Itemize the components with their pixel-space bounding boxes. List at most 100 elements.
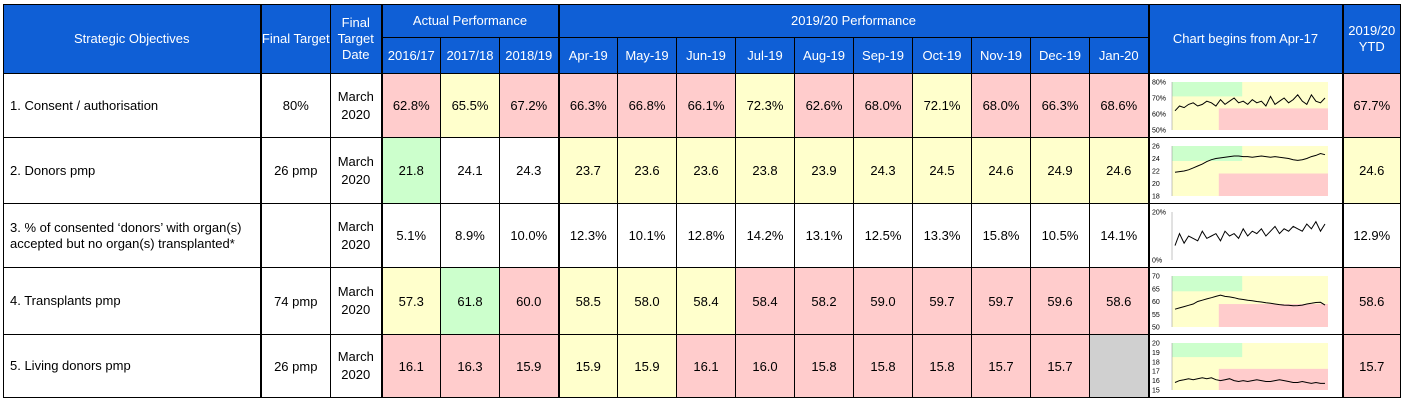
header-month: Jul-19 <box>735 37 795 74</box>
monthly-value-cell: 23.8 <box>735 137 795 204</box>
ytd-value-cell: 15.7 <box>1342 334 1401 398</box>
sparkline-chart: 70 65 60 55 50 <box>1152 273 1328 331</box>
sparkline-tick-label: 60% <box>1152 111 1166 118</box>
monthly-value-cell: 59.6 <box>1030 267 1090 335</box>
sparkline-tick-label: 24 <box>1152 156 1160 163</box>
monthly-value-cell: 15.8 <box>912 334 972 398</box>
monthly-value-cell: 23.7 <box>558 137 618 204</box>
ytd-value-cell: 24.6 <box>1342 137 1401 204</box>
sparkline-tick-label: 55 <box>1152 311 1160 318</box>
sparkline-tick-label: 20 <box>1152 340 1160 347</box>
sparkline-tick-label: 16 <box>1152 378 1160 385</box>
actual-value-cell: 8.9% <box>440 203 500 268</box>
monthly-value-cell: 68.6% <box>1089 73 1150 138</box>
monthly-value-cell: 24.3 <box>853 137 913 204</box>
monthly-value-cell: 66.1% <box>676 73 736 138</box>
actual-value-cell: 15.9 <box>499 334 560 398</box>
table-row: 5. Living donors pmp 26 pmp March 2020 16.1… <box>3 334 1401 398</box>
header-month: May-19 <box>617 37 677 74</box>
target-date-cell: March 2020 <box>330 203 383 268</box>
monthly-value-cell: 12.3% <box>558 203 618 268</box>
monthly-value-cell: 68.0% <box>853 73 913 138</box>
monthly-value-cell: 23.6 <box>676 137 736 204</box>
actual-value-cell: 61.8 <box>440 267 500 335</box>
sparkline-tick-label: 18 <box>1152 193 1160 200</box>
final-target-cell: 26 pmp <box>260 334 331 398</box>
monthly-value-cell: 24.6 <box>971 137 1031 204</box>
chart-band-green <box>1171 145 1242 161</box>
ytd-value-cell: 12.9% <box>1342 203 1401 268</box>
monthly-value-cell: 15.7 <box>971 334 1031 398</box>
sparkline-tick-label: 17 <box>1152 368 1160 375</box>
monthly-value-cell: 13.1% <box>794 203 854 268</box>
monthly-value-cell: 10.5% <box>1030 203 1090 268</box>
monthly-value-cell: 58.4 <box>735 267 795 335</box>
actual-value-cell: 67.2% <box>499 73 560 138</box>
monthly-value-cell: 15.8 <box>794 334 854 398</box>
monthly-value-cell <box>1089 334 1150 398</box>
sparkline-cell: 80% 70% 60% 50% <box>1148 73 1344 138</box>
actual-value-cell: 65.5% <box>440 73 500 138</box>
monthly-value-cell: 12.8% <box>676 203 736 268</box>
header-month: Apr-19 <box>558 37 618 74</box>
header-final-target-date: Final Target Date <box>330 4 383 74</box>
objective-cell: 5. Living donors pmp <box>3 334 262 398</box>
monthly-value-cell: 58.6 <box>1089 267 1150 335</box>
sparkline-tick-label: 15 <box>1152 387 1160 394</box>
actual-value-cell: 21.8 <box>381 137 441 204</box>
monthly-value-cell: 14.2% <box>735 203 795 268</box>
monthly-value-cell: 16.1 <box>676 334 736 398</box>
monthly-value-cell: 23.9 <box>794 137 854 204</box>
monthly-value-cell: 59.7 <box>971 267 1031 335</box>
sparkline-tick-label: 0% <box>1152 257 1162 264</box>
monthly-value-cell: 58.0 <box>617 267 677 335</box>
chart-band-red <box>1218 368 1328 390</box>
chart-band-green <box>1171 275 1242 291</box>
sparkline-series <box>1174 93 1325 111</box>
chart-band-red <box>1218 107 1328 130</box>
table-row: 4. Transplants pmp 74 pmp March 2020 57.3 61… <box>3 267 1401 335</box>
sparkline-tick-label: 50% <box>1152 127 1166 134</box>
table-row: 1. Consent / authorisation 80% March 2020 6… <box>3 73 1401 138</box>
monthly-value-cell: 72.1% <box>912 73 972 138</box>
sparkline-cell: 70 65 60 55 50 <box>1148 267 1344 335</box>
sparkline-tick-label: 20 <box>1152 181 1160 188</box>
sparkline-chart: 26 24 22 20 18 <box>1152 143 1328 200</box>
monthly-value-cell: 66.3% <box>1030 73 1090 138</box>
chart-band-green <box>1171 81 1242 96</box>
monthly-value-cell: 59.0 <box>853 267 913 335</box>
sparkline-tick-label: 18 <box>1152 359 1160 366</box>
monthly-value-cell: 24.6 <box>1089 137 1150 204</box>
header-month: Dec-19 <box>1030 37 1090 74</box>
final-target-cell <box>260 203 331 268</box>
monthly-value-cell: 10.1% <box>617 203 677 268</box>
monthly-value-cell: 13.3% <box>912 203 972 268</box>
actual-value-cell: 16.1 <box>381 334 441 398</box>
monthly-value-cell: 12.5% <box>853 203 913 268</box>
header-ytd: 2019/20 YTD <box>1342 4 1401 74</box>
sparkline-cell: 26 24 22 20 18 <box>1148 137 1344 204</box>
actual-value-cell: 60.0 <box>499 267 560 335</box>
actual-value-cell: 62.8% <box>381 73 441 138</box>
table-row: 3. % of consented ‘donors’ with organ(s)… <box>3 203 1401 268</box>
final-target-cell: 26 pmp <box>260 137 331 204</box>
header-month: Aug-19 <box>794 37 854 74</box>
monthly-value-cell: 15.9 <box>558 334 618 398</box>
monthly-value-cell: 72.3% <box>735 73 795 138</box>
sparkline-tick-label: 19 <box>1152 349 1160 356</box>
actual-value-cell: 24.1 <box>440 137 500 204</box>
monthly-value-cell: 15.8 <box>853 334 913 398</box>
header-chart: Chart begins from Apr-17 <box>1148 4 1344 74</box>
sparkline-series <box>1174 152 1325 173</box>
monthly-value-cell: 58.2 <box>794 267 854 335</box>
monthly-value-cell: 66.3% <box>558 73 618 138</box>
chart-band-red <box>1218 303 1328 327</box>
table-row: 2. Donors pmp 26 pmp March 2020 21.8 24.1 24.… <box>3 137 1401 204</box>
sparkline-tick-label: 26 <box>1152 143 1160 150</box>
header-month: Jun-19 <box>676 37 736 74</box>
sparkline-series <box>1174 376 1325 384</box>
sparkline-series <box>1174 294 1325 310</box>
monthly-value-cell: 58.5 <box>558 267 618 335</box>
target-date-cell: March 2020 <box>330 267 383 335</box>
target-date-cell: March 2020 <box>330 137 383 204</box>
